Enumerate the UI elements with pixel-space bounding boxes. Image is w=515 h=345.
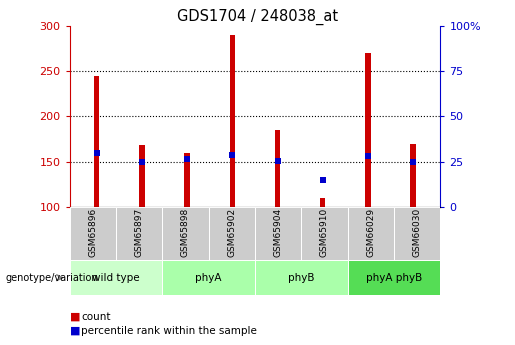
Text: GSM65910: GSM65910 <box>320 208 329 257</box>
Text: GSM66029: GSM66029 <box>366 208 375 257</box>
Text: count: count <box>81 312 111 322</box>
Bar <box>410 144 416 207</box>
Bar <box>184 152 190 207</box>
Text: phyA: phyA <box>195 273 222 283</box>
Text: GSM65898: GSM65898 <box>181 208 190 257</box>
Bar <box>320 198 325 207</box>
Bar <box>162 260 255 295</box>
Bar <box>162 207 209 260</box>
Bar <box>209 207 255 260</box>
Text: wild type: wild type <box>92 273 140 283</box>
Text: genotype/variation: genotype/variation <box>5 273 98 283</box>
Bar <box>348 207 394 260</box>
Bar <box>139 146 145 207</box>
Text: GSM66030: GSM66030 <box>413 208 422 257</box>
Bar <box>301 207 348 260</box>
Text: GSM65904: GSM65904 <box>273 208 283 257</box>
Bar <box>116 207 162 260</box>
Bar <box>70 260 162 295</box>
Text: ■: ■ <box>70 326 80 335</box>
Text: GSM65896: GSM65896 <box>88 208 97 257</box>
Text: GSM65897: GSM65897 <box>134 208 144 257</box>
Bar <box>70 207 116 260</box>
Bar <box>394 207 440 260</box>
Bar <box>230 35 235 207</box>
Bar <box>365 53 371 207</box>
Bar <box>255 207 301 260</box>
Bar <box>255 260 348 295</box>
Text: ■: ■ <box>70 312 80 322</box>
Text: GDS1704 / 248038_at: GDS1704 / 248038_at <box>177 9 338 25</box>
Bar <box>94 76 99 207</box>
Bar <box>275 130 280 207</box>
Text: GSM65902: GSM65902 <box>227 208 236 257</box>
Text: percentile rank within the sample: percentile rank within the sample <box>81 326 258 335</box>
Bar <box>348 260 440 295</box>
Text: phyA phyB: phyA phyB <box>366 273 422 283</box>
Text: phyB: phyB <box>288 273 315 283</box>
